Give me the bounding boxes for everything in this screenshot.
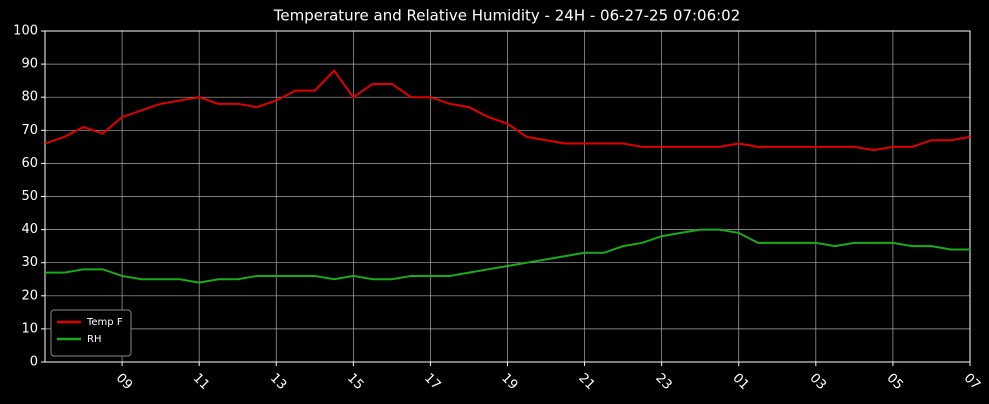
- legend-label: Temp F: [86, 317, 123, 328]
- y-tick-label: 0: [30, 355, 38, 370]
- chart-title: Temperature and Relative Humidity - 24H …: [273, 7, 741, 25]
- y-tick-label: 90: [21, 57, 38, 72]
- y-tick-label: 70: [21, 123, 38, 138]
- series-line: [45, 228, 970, 284]
- legend-label: RH: [87, 334, 101, 345]
- y-tick-label: 50: [21, 189, 38, 204]
- series-line: [44, 69, 971, 152]
- y-tick-label: 40: [21, 222, 38, 237]
- y-tick-label: 80: [21, 90, 38, 105]
- y-tick-label: 100: [13, 24, 38, 39]
- y-tick-label: 30: [21, 255, 38, 270]
- plot-frame: [44, 30, 971, 363]
- y-tick-label: 10: [21, 321, 38, 336]
- y-tick-label: 20: [21, 288, 38, 303]
- y-tick-label: 60: [21, 156, 38, 171]
